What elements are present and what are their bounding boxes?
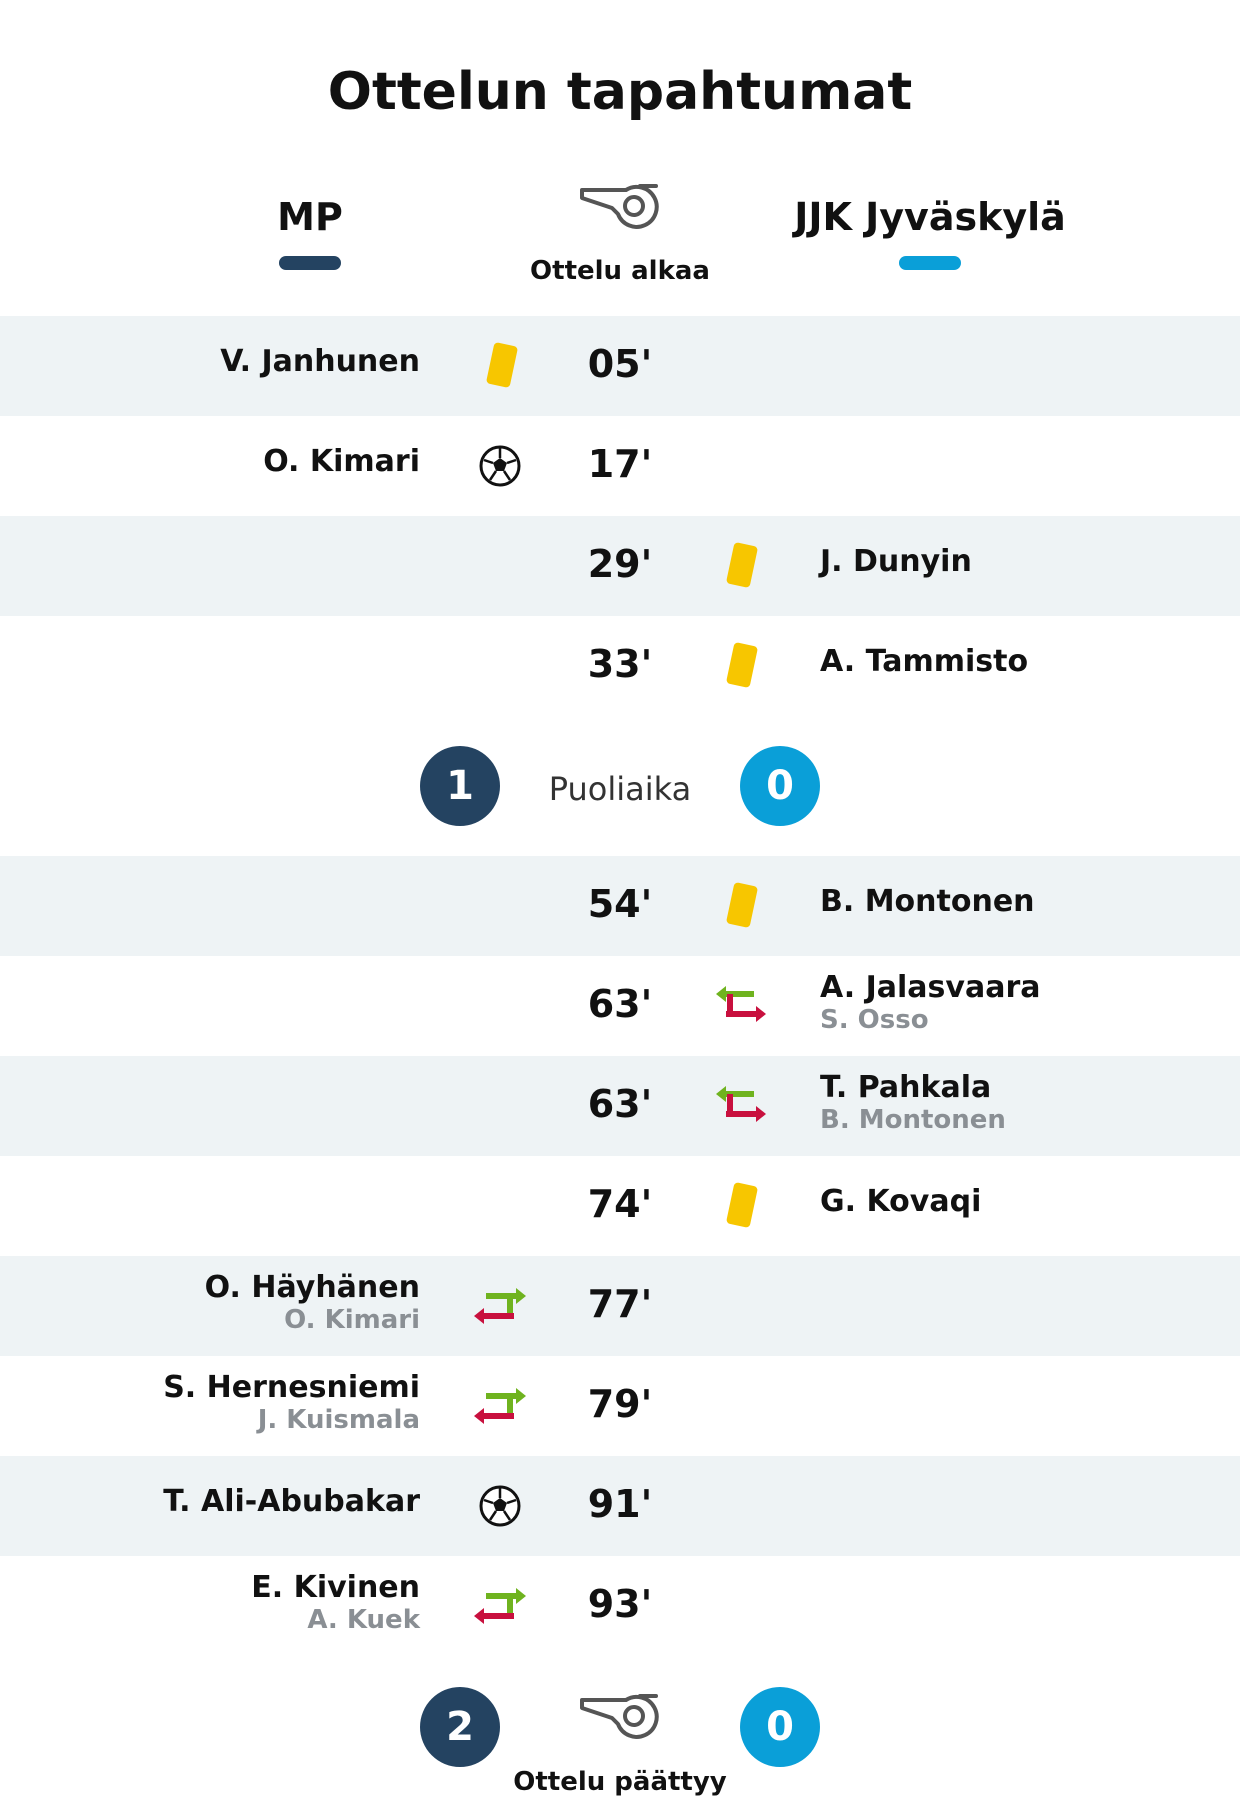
event-player: S. Hernesniemi J. Kuismala	[163, 1370, 420, 1435]
substitution-icon	[710, 978, 770, 1034]
player-name: B. Montonen	[820, 884, 1035, 919]
event-minute: 74'	[587, 1182, 653, 1226]
event-row: 93' E. Kivinen A. Kuek	[0, 1556, 1240, 1656]
soccer-ball-icon	[470, 1478, 530, 1534]
yellow-card-icon	[710, 538, 770, 594]
event-player: V. Janhunen	[220, 344, 420, 379]
soccer-ball-icon	[470, 438, 530, 494]
event-minute: 33'	[587, 642, 653, 686]
substitution-icon	[470, 1278, 530, 1334]
player-name: A. Tammisto	[820, 644, 1029, 679]
event-row: 33' A. Tammisto	[0, 616, 1240, 716]
away-team-color-bar	[899, 256, 961, 270]
event-player: G. Kovaqi	[820, 1184, 981, 1219]
fulltime-away-score: 0	[740, 1687, 820, 1767]
event-minute: 54'	[587, 882, 653, 926]
event-row: 05' V. Janhunen	[0, 316, 1240, 416]
event-row: 29' J. Dunyin	[0, 516, 1240, 616]
kickoff-label: Ottelu alkaa	[530, 256, 710, 286]
player-name: V. Janhunen	[220, 344, 420, 379]
player-name: T. Ali-Abubakar	[163, 1484, 420, 1519]
yellow-card-icon	[470, 338, 530, 394]
player-name: A. Jalasvaara	[820, 970, 1041, 1005]
player-name: S. Hernesniemi	[163, 1370, 420, 1405]
event-player: O. Häyhänen O. Kimari	[205, 1270, 420, 1335]
substitution-icon	[470, 1378, 530, 1434]
player-name: T. Pahkala	[820, 1070, 992, 1105]
player-name: O. Häyhänen	[204, 1270, 420, 1305]
player-name: J. Dunyin	[820, 544, 972, 579]
halftime-label: Puoliaika	[548, 770, 692, 808]
event-minute: 63'	[587, 1082, 653, 1126]
event-minute: 17'	[587, 442, 653, 486]
whistle-icon	[580, 184, 659, 229]
event-player: O. Kimari	[263, 444, 420, 479]
event-player: T. Pahkala B. Montonen	[820, 1070, 1006, 1135]
yellow-card-icon	[710, 1178, 770, 1234]
event-row: 91' T. Ali-Abubakar	[0, 1456, 1240, 1556]
substituted-player-name: O. Kimari	[284, 1305, 420, 1335]
player-name: G. Kovaqi	[820, 1184, 982, 1219]
player-name: O. Kimari	[263, 444, 420, 479]
event-minute: 93'	[587, 1582, 653, 1626]
event-minute: 91'	[587, 1482, 653, 1526]
event-minute: 29'	[587, 542, 653, 586]
event-minute: 77'	[587, 1282, 653, 1326]
event-player: A. Tammisto	[820, 644, 1028, 679]
home-team-color-bar	[279, 256, 341, 270]
event-row: 63' A. Jalasvaara S. Osso	[0, 956, 1240, 1056]
whistle-icon	[580, 1694, 659, 1739]
event-player: A. Jalasvaara S. Osso	[820, 970, 1041, 1035]
event-player: B. Montonen	[820, 884, 1035, 919]
event-row: 77' O. Häyhänen O. Kimari	[0, 1256, 1240, 1356]
event-player: E. Kivinen A. Kuek	[251, 1570, 420, 1635]
event-row: 63' T. Pahkala B. Montonen	[0, 1056, 1240, 1156]
substituted-player-name: J. Kuismala	[257, 1405, 420, 1435]
halftime-away-score: 0	[740, 746, 820, 826]
event-row: 17' O. Kimari	[0, 416, 1240, 516]
event-minute: 79'	[587, 1382, 653, 1426]
event-player: J. Dunyin	[820, 544, 972, 579]
substituted-player-name: B. Montonen	[820, 1105, 1006, 1135]
substituted-player-name: A. Kuek	[307, 1605, 420, 1635]
home-team-name: MP	[277, 195, 343, 239]
yellow-card-icon	[710, 638, 770, 694]
away-team-name: JJK Jyväskylä	[794, 195, 1066, 239]
substitution-icon	[710, 1078, 770, 1134]
fulltime-label: Ottelu päättyy	[513, 1767, 727, 1797]
page-title: Ottelun tapahtumat	[327, 62, 913, 122]
player-name: E. Kivinen	[251, 1570, 420, 1605]
event-minute: 63'	[587, 982, 653, 1026]
substitution-icon	[470, 1578, 530, 1634]
event-minute: 05'	[587, 342, 653, 386]
yellow-card-icon	[710, 878, 770, 934]
event-row: 79' S. Hernesniemi J. Kuismala	[0, 1356, 1240, 1456]
fulltime-home-score: 2	[420, 1687, 500, 1767]
halftime-home-score: 1	[420, 746, 500, 826]
event-player: T. Ali-Abubakar	[163, 1484, 420, 1519]
substituted-player-name: S. Osso	[820, 1005, 929, 1035]
event-row: 54' B. Montonen	[0, 856, 1240, 956]
event-row: 74' G. Kovaqi	[0, 1156, 1240, 1256]
